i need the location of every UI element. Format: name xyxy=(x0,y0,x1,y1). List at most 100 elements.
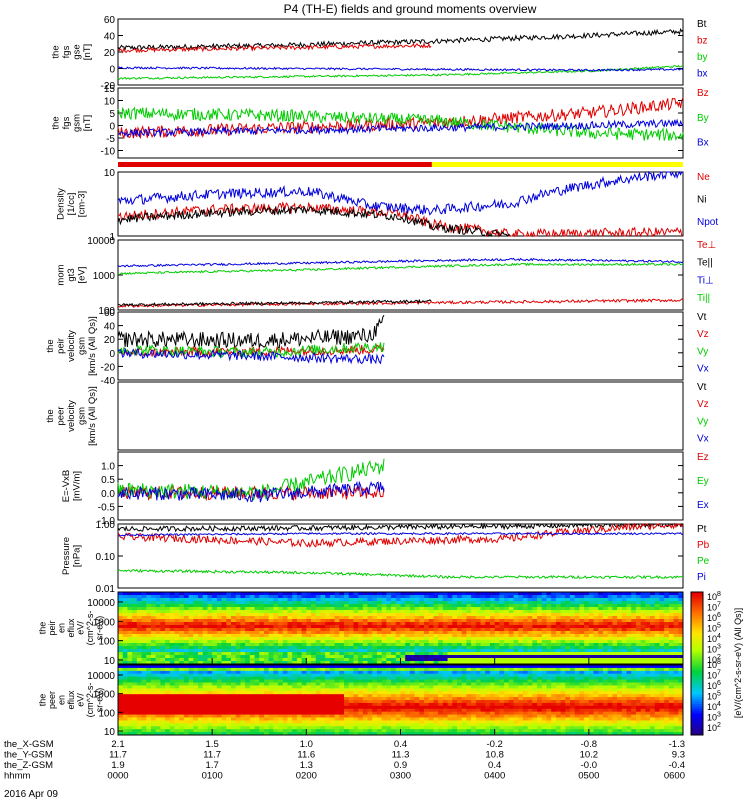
spectrogram-cell xyxy=(315,601,321,605)
spectrogram-cell xyxy=(372,604,378,608)
spectrogram-cell xyxy=(447,655,453,659)
spectrogram-cell xyxy=(254,634,260,638)
spectrogram-cell xyxy=(207,729,213,733)
spectrogram-cell xyxy=(235,610,241,614)
spectrogram-cell xyxy=(565,607,571,611)
spectrogram-cell xyxy=(339,631,345,635)
spectrogram-cell xyxy=(626,625,632,629)
spectrogram-cell xyxy=(650,592,656,596)
spectrogram-cell xyxy=(188,616,194,620)
spectrogram-cell xyxy=(659,604,665,608)
spectrogram-cell xyxy=(179,711,185,715)
spectrogram-cell xyxy=(146,714,152,718)
spectrogram-cell xyxy=(136,708,142,713)
spectrogram-cell xyxy=(409,661,416,665)
spectrogram-cell xyxy=(282,732,288,736)
spectrogram-cell xyxy=(198,619,204,623)
spectrogram-cell xyxy=(537,646,543,650)
spectrogram-cell xyxy=(160,598,166,602)
spectrogram-cell xyxy=(150,616,157,620)
spectrogram-cell xyxy=(447,700,453,704)
spectrogram-cell xyxy=(160,717,166,721)
spectrogram-cell xyxy=(428,649,434,653)
spectrogram-cell xyxy=(296,697,303,701)
spectrogram-cell xyxy=(381,637,387,641)
spectrogram-cell xyxy=(245,667,251,672)
ytick-label: 1000 xyxy=(93,617,116,628)
spectrogram-cell xyxy=(339,655,345,659)
spectrogram-cell xyxy=(480,676,486,680)
spectrogram-cell xyxy=(405,732,411,736)
spectrogram-cell xyxy=(419,667,425,672)
spectrogram-cell xyxy=(485,688,491,692)
spectrogram-cell xyxy=(602,592,609,596)
spectrogram-cell xyxy=(231,637,237,641)
spectrogram-cell xyxy=(607,607,613,611)
spectrogram-cell xyxy=(489,652,496,656)
spectrogram-cell xyxy=(273,652,279,656)
spectrogram-cell xyxy=(132,592,138,596)
spectrogram-cell xyxy=(391,637,397,641)
spectrogram-cell xyxy=(273,691,279,695)
spectrogram-cell xyxy=(296,646,303,650)
spectrogram-cell xyxy=(419,679,425,683)
spectrogram-cell xyxy=(362,658,368,662)
spectrogram-cell xyxy=(311,634,317,638)
spectrogram-cell xyxy=(127,598,133,602)
spectrogram-cell xyxy=(668,610,674,614)
spectrogram-cell xyxy=(169,665,175,669)
spectrogram-cell xyxy=(221,640,227,644)
spectrogram-cell xyxy=(179,658,185,662)
spectrogram-cell xyxy=(311,673,317,678)
spectrogram-cell xyxy=(127,649,133,653)
spectrogram-cell xyxy=(174,667,180,672)
spectrogram-cell xyxy=(339,628,345,632)
spectrogram-cell xyxy=(334,661,340,665)
spectrogram-cell xyxy=(438,592,444,596)
spectrogram-cell xyxy=(132,691,138,695)
spectrogram-cell xyxy=(452,685,458,689)
spectrogram-cell xyxy=(461,723,467,727)
spectrogram-cell xyxy=(570,652,576,656)
spectrogram-cell xyxy=(165,607,171,611)
spectrogram-cell xyxy=(461,705,467,710)
spectrogram-cell xyxy=(329,732,335,736)
spectrogram-cell xyxy=(344,601,350,605)
spectrogram-cell xyxy=(376,697,383,701)
spectrogram-cell xyxy=(584,610,590,614)
spectrogram-cell xyxy=(650,658,656,662)
spectrogram-cell xyxy=(457,622,463,626)
spectrogram-cell xyxy=(353,673,359,678)
spectrogram-cell xyxy=(447,634,453,638)
spectrogram-cell xyxy=(311,631,317,635)
spectrogram-cell xyxy=(353,691,359,695)
spectrogram-cell xyxy=(362,619,368,623)
spectrogram-cell xyxy=(160,670,166,675)
spectrogram-cell xyxy=(240,676,246,680)
spectrogram-cell xyxy=(602,616,609,620)
spectrogram-cell xyxy=(414,697,420,701)
spectrogram-cell xyxy=(471,661,477,665)
spectrogram-cell xyxy=(428,646,434,650)
spectrogram-cell xyxy=(193,729,199,733)
spectrogram-cell xyxy=(461,640,467,644)
spectrogram-cell xyxy=(320,708,326,713)
spectrogram-cell xyxy=(654,610,660,614)
spectrogram-cell xyxy=(202,697,208,701)
spectrogram-cell xyxy=(635,610,642,614)
spectrogram-cell xyxy=(678,598,684,602)
spectrogram-cell xyxy=(169,634,175,638)
spectrogram-cell xyxy=(461,625,467,629)
spectrogram-cell xyxy=(438,714,444,718)
spectrogram-cell xyxy=(466,673,472,678)
spectrogram-cell xyxy=(344,691,350,695)
spectrogram-cell xyxy=(118,702,124,707)
spectrogram-cell xyxy=(292,604,298,608)
spectrogram-cell xyxy=(240,601,246,605)
spectrogram-cell xyxy=(612,628,618,632)
spectrogram-cell xyxy=(329,616,335,620)
spectrogram-cell xyxy=(132,622,138,626)
spectrogram-cell xyxy=(372,729,378,733)
spectrogram-cell xyxy=(475,649,481,653)
